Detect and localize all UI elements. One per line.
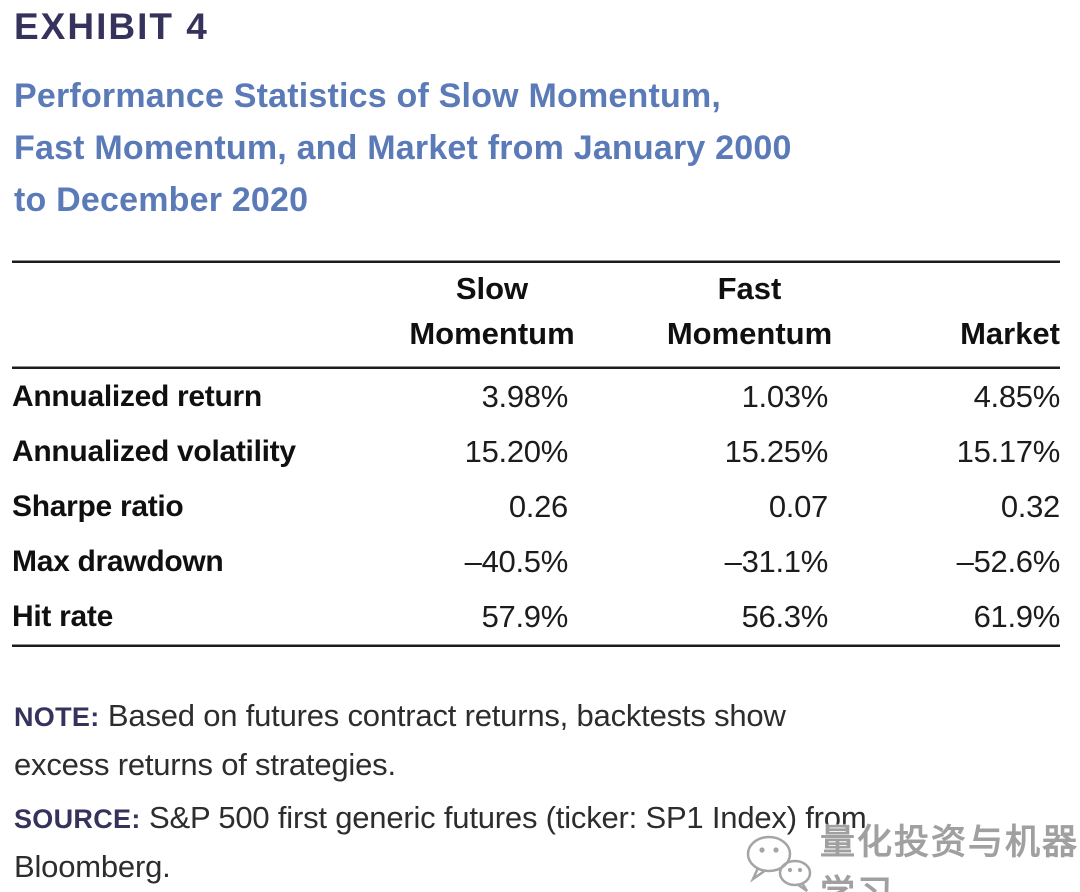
cell-value: 15.17% xyxy=(956,433,1061,469)
note-label: NOTE: xyxy=(14,702,100,732)
table-body: Annualized return 3.98% 1.03% 4.85% Annu… xyxy=(12,369,1060,644)
table-row: Annualized volatility 15.20% 15.25% 15.1… xyxy=(12,424,1060,479)
cell-value: 61.9% xyxy=(973,598,1061,634)
cell-value: –40.5% xyxy=(464,543,569,579)
table-header-fast-momentum: Fast Momentum xyxy=(666,271,833,351)
cell-value: 15.20% xyxy=(464,433,569,469)
exhibit-title-line-2: Fast Momentum, and Market from January 2… xyxy=(14,129,792,167)
table-top-rule xyxy=(12,260,1060,263)
row-label: Annualized volatility xyxy=(12,434,296,468)
cell-value: 0.26 xyxy=(508,488,568,524)
cell-value: 3.98% xyxy=(481,378,569,414)
exhibit-label: EXHIBIT 4 xyxy=(14,6,209,47)
cell-value: 1.03% xyxy=(741,378,829,414)
source-label: SOURCE: xyxy=(14,804,141,834)
exhibit-title: Performance Statistics of Slow Momentum,… xyxy=(14,70,792,226)
source-paragraph: SOURCE: S&P 500 first generic futures (t… xyxy=(14,794,867,890)
cell-value: 0.32 xyxy=(1000,488,1060,524)
cell-value: –31.1% xyxy=(724,543,829,579)
table-header-slow-momentum: Slow Momentum xyxy=(409,271,575,351)
table-row: Sharpe ratio 0.26 0.07 0.32 xyxy=(12,479,1060,534)
note-text-line-1: Based on futures contract returns, backt… xyxy=(107,698,786,733)
note-text-line-2: excess returns of strategies. xyxy=(14,747,396,782)
table-row: Hit rate 57.9% 56.3% 61.9% xyxy=(12,589,1060,644)
source-text-line-1: S&P 500 first generic futures (ticker: S… xyxy=(149,800,867,835)
cell-value: –52.6% xyxy=(956,543,1061,579)
table-row: Annualized return 3.98% 1.03% 4.85% xyxy=(12,369,1060,424)
table-row: Max drawdown –40.5% –31.1% –52.6% xyxy=(12,534,1060,589)
row-label: Sharpe ratio xyxy=(12,489,184,523)
row-label: Annualized return xyxy=(12,379,262,413)
row-label: Hit rate xyxy=(12,599,113,633)
table-bottom-rule xyxy=(12,644,1060,647)
performance-table: Slow Momentum Fast Momentum Market Annua… xyxy=(12,260,1060,647)
cell-value: 0.07 xyxy=(768,488,828,524)
table-header-market: Market xyxy=(960,316,1060,351)
row-label: Max drawdown xyxy=(12,544,224,578)
exhibit-title-line-3: to December 2020 xyxy=(14,181,309,219)
cell-value: 57.9% xyxy=(481,598,569,634)
table-header-empty xyxy=(12,263,362,366)
cell-value: 15.25% xyxy=(724,433,829,469)
exhibit-title-line-1: Performance Statistics of Slow Momentum, xyxy=(14,77,722,115)
cell-value: 56.3% xyxy=(741,598,829,634)
cell-value: 4.85% xyxy=(973,378,1061,414)
source-text-line-2: Bloomberg. xyxy=(14,849,171,884)
note-paragraph: NOTE: Based on futures contract returns,… xyxy=(14,692,786,788)
table-header-row: Slow Momentum Fast Momentum Market xyxy=(12,263,1060,366)
table-header-divider-rule xyxy=(12,366,1060,369)
